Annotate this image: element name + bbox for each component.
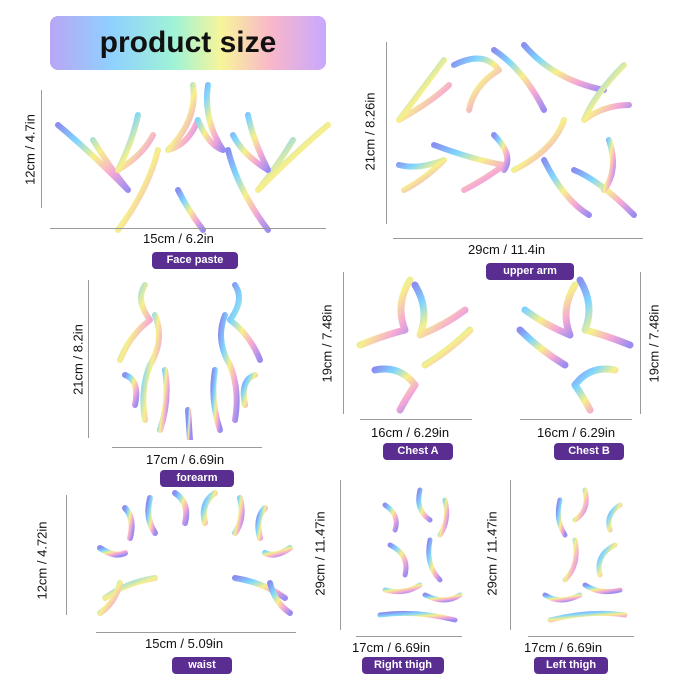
upper-arm-height-text: 21cm / 8.26in (362, 92, 378, 171)
waist-height-text: 12cm / 4.72in (34, 521, 50, 600)
forearm-width-line (112, 447, 262, 448)
upper-arm-decal (396, 42, 637, 218)
chest-a-width-line (360, 419, 472, 420)
right-thigh-width-line (356, 636, 462, 637)
chest-b-width-text: 16cm / 6.29in (537, 425, 616, 440)
upper-arm-label: upper arm (486, 263, 574, 280)
face-width-text: 15cm / 6.2in (143, 231, 214, 246)
waist-label: waist (172, 657, 232, 674)
forearm-decal (117, 282, 263, 440)
title-banner: product size (50, 16, 326, 70)
forearm-height-line (88, 280, 89, 438)
chest-a-height-text: 19cm / 7.48in (319, 304, 335, 383)
right-thigh-height-line (340, 480, 341, 630)
left-thigh-width-line (528, 636, 634, 637)
right-thigh-decal (377, 487, 463, 623)
chest-a-decal (356, 276, 474, 414)
page-title: product size (99, 26, 277, 59)
face-paste-decal (55, 82, 331, 233)
upper-arm-width-line (393, 238, 643, 239)
waist-height-line (66, 495, 67, 615)
left-thigh-height-text: 29cm / 11.47in (484, 511, 500, 596)
left-thigh-width-text: 17cm / 6.69in (524, 640, 603, 655)
right-thigh-label: Right thigh (362, 657, 444, 674)
waist-width-text: 15cm / 5.09in (145, 636, 224, 651)
right-thigh-width-text: 17cm / 6.69in (352, 640, 431, 655)
chest-a-label: Chest A (383, 443, 453, 460)
forearm-label: forearm (160, 470, 234, 487)
chest-a-height-line (343, 272, 344, 414)
chest-b-decal (516, 276, 634, 414)
right-thigh-height-text: 29cm / 11.47in (312, 511, 328, 596)
face-height-line (41, 90, 42, 208)
waist-decal (97, 490, 293, 616)
left-thigh-label: Left thigh (534, 657, 608, 674)
waist-width-line (96, 632, 296, 633)
chest-b-width-line (520, 419, 632, 420)
chest-b-height-line (640, 272, 641, 414)
forearm-width-text: 17cm / 6.69in (146, 452, 225, 467)
face-paste-label: Face paste (152, 252, 238, 269)
left-thigh-height-line (510, 480, 511, 630)
upper-arm-height-line (386, 42, 387, 224)
left-thigh-decal (542, 487, 628, 623)
chest-a-width-text: 16cm / 6.29in (371, 425, 450, 440)
face-width-line (50, 228, 326, 229)
upper-arm-width-text: 29cm / 11.4in (468, 242, 546, 257)
forearm-height-text: 21cm / 8.2in (70, 324, 86, 395)
chest-b-height-text: 19cm / 7.48in (646, 304, 662, 383)
chest-b-label: Chest B (554, 443, 624, 460)
face-height-text: 12cm / 4.7in (22, 114, 38, 185)
